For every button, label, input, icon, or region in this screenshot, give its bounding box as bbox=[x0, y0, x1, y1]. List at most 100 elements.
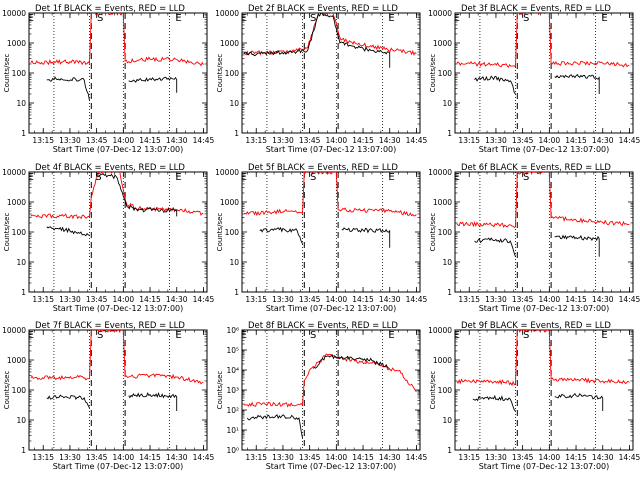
y-tick-label: 10 bbox=[16, 416, 26, 425]
x-tick-label: 14:30 bbox=[166, 295, 188, 304]
plot-frame bbox=[455, 330, 633, 450]
y-tick-label: 10 bbox=[442, 416, 452, 425]
x-tick-label: 13:30 bbox=[272, 295, 294, 304]
x-tick-label: 14:00 bbox=[326, 453, 348, 462]
x-tick-label: 14:00 bbox=[539, 453, 561, 462]
y-tick-label: 100 bbox=[438, 386, 453, 395]
events-series-line bbox=[244, 13, 390, 68]
x-tick-label: 14:45 bbox=[619, 453, 640, 462]
x-tick-label: 13:45 bbox=[86, 295, 108, 304]
plot-frame bbox=[29, 172, 207, 292]
x-tick-label: 13:30 bbox=[485, 453, 507, 462]
y-tick-label: 1000 bbox=[7, 198, 26, 207]
y-tick-label: 10000 bbox=[428, 326, 452, 335]
interval-marker: S bbox=[97, 13, 103, 24]
y-tick-label: 10000 bbox=[428, 168, 452, 177]
interval-marker: E bbox=[388, 330, 394, 341]
x-tick-label: 14:15 bbox=[352, 295, 374, 304]
y-tick-label: 1 bbox=[447, 446, 452, 455]
y-tick-label: 1 bbox=[21, 446, 26, 455]
interval-marker: S bbox=[97, 330, 103, 341]
events-series-line bbox=[313, 355, 390, 369]
x-tick-label: 14:00 bbox=[113, 295, 135, 304]
interval-marker: E bbox=[241, 13, 247, 24]
x-tick-label: 14:15 bbox=[352, 136, 374, 145]
x-tick-label: 13:45 bbox=[512, 453, 534, 462]
y-tick-label: 10 bbox=[229, 258, 239, 267]
y-tick-label: 10000 bbox=[2, 326, 26, 335]
y-tick-label: 10000 bbox=[215, 9, 239, 18]
plot-frame bbox=[455, 172, 633, 292]
y-tick-label: 10 bbox=[16, 258, 26, 267]
x-tick-label: 13:45 bbox=[512, 136, 534, 145]
interval-marker: E bbox=[454, 172, 460, 183]
x-tick-label: 14:45 bbox=[619, 295, 640, 304]
x-axis-label: Start Time (07-Dec-12 13:07:00) bbox=[53, 145, 184, 154]
x-tick-label: 14:30 bbox=[166, 136, 188, 145]
x-tick-label: 14:15 bbox=[139, 136, 161, 145]
x-axis-label: Start Time (07-Dec-12 13:07:00) bbox=[53, 462, 184, 471]
x-tick-label: 13:45 bbox=[86, 453, 108, 462]
x-tick-label: 14:00 bbox=[326, 295, 348, 304]
y-tick-label: 1000 bbox=[433, 39, 452, 48]
events-series-line bbox=[555, 236, 600, 257]
interval-marker: S bbox=[523, 330, 529, 341]
y-tick-label: 1 bbox=[21, 288, 26, 297]
x-tick-label: 13:15 bbox=[458, 136, 480, 145]
y-tick-label: 10⁰ bbox=[226, 446, 239, 455]
x-tick-label: 13:15 bbox=[32, 295, 54, 304]
x-tick-label: 14:30 bbox=[379, 295, 401, 304]
x-tick-label: 14:00 bbox=[539, 136, 561, 145]
x-tick-label: 14:15 bbox=[565, 295, 587, 304]
x-tick-label: 14:45 bbox=[406, 295, 428, 304]
lld-series-line bbox=[244, 354, 417, 407]
y-tick-label: 10⁵ bbox=[226, 346, 239, 355]
interval-marker: E bbox=[601, 172, 607, 183]
x-tick-label: 14:00 bbox=[326, 136, 348, 145]
x-tick-label: 14:30 bbox=[379, 453, 401, 462]
x-tick-label: 14:00 bbox=[539, 295, 561, 304]
x-tick-label: 14:30 bbox=[166, 453, 188, 462]
x-axis-label: Start Time (07-Dec-12 13:07:00) bbox=[479, 462, 610, 471]
x-tick-label: 14:15 bbox=[565, 453, 587, 462]
interval-marker: E bbox=[388, 13, 394, 24]
x-tick-label: 13:45 bbox=[299, 295, 321, 304]
plot-frame bbox=[29, 13, 207, 133]
plot-frame bbox=[455, 13, 633, 133]
x-tick-label: 14:15 bbox=[139, 453, 161, 462]
x-tick-label: 13:45 bbox=[299, 453, 321, 462]
y-tick-label: 100 bbox=[438, 69, 453, 78]
y-tick-label: 10 bbox=[442, 258, 452, 267]
x-axis-label: Start Time (07-Dec-12 13:07:00) bbox=[266, 145, 397, 154]
panel-4: Det 4f BLACK = Events, RED = LLD11010010… bbox=[2, 163, 214, 313]
x-tick-label: 14:45 bbox=[193, 136, 215, 145]
interval-marker: S bbox=[310, 172, 316, 183]
y-tick-label: 10 bbox=[16, 99, 26, 108]
interval-marker: E bbox=[388, 172, 394, 183]
interval-marker: E bbox=[175, 172, 181, 183]
x-tick-label: 13:30 bbox=[272, 136, 294, 145]
x-axis-label: Start Time (07-Dec-12 13:07:00) bbox=[479, 145, 610, 154]
panel-6: Det 6f BLACK = Events, RED = LLD 1 10 100 10… bbox=[428, 163, 640, 313]
y-axis-label: Counts/sec bbox=[429, 371, 437, 410]
panel-7: Det 7f BLACK = Events, RED = LLD11010010… bbox=[2, 321, 214, 471]
x-tick-label: 14:30 bbox=[592, 453, 614, 462]
interval-marker: S bbox=[523, 172, 529, 183]
events-series-line bbox=[47, 395, 90, 408]
y-tick-label: 1 bbox=[234, 129, 239, 138]
y-tick-label: 1000 bbox=[433, 356, 452, 365]
events-series-line bbox=[555, 75, 600, 94]
y-tick-label: 100 bbox=[225, 228, 240, 237]
interval-marker: S bbox=[523, 13, 529, 24]
x-tick-label: 13:30 bbox=[59, 453, 81, 462]
y-tick-label: 1 bbox=[234, 288, 239, 297]
x-tick-label: 14:45 bbox=[193, 453, 215, 462]
y-tick-label: 10² bbox=[226, 406, 239, 415]
x-tick-label: 13:15 bbox=[458, 453, 480, 462]
y-tick-label: 10000 bbox=[2, 168, 26, 177]
plot-frame bbox=[242, 330, 420, 450]
y-tick-label: 10000 bbox=[215, 168, 239, 177]
y-tick-label: 100 bbox=[12, 228, 27, 237]
y-axis-label: Counts/sec bbox=[3, 54, 11, 93]
y-tick-label: 10000 bbox=[2, 9, 26, 18]
